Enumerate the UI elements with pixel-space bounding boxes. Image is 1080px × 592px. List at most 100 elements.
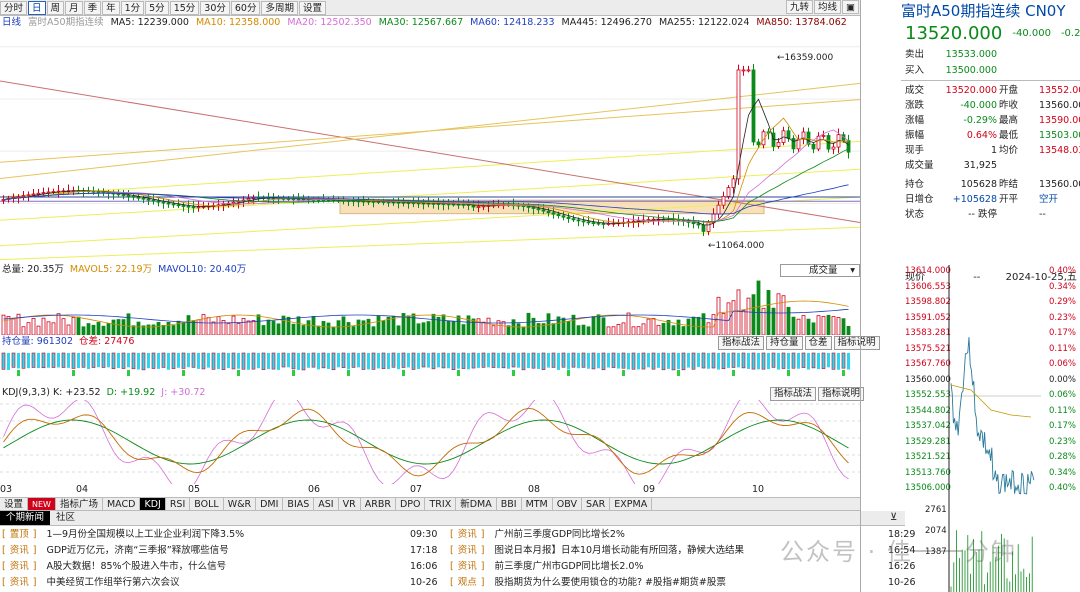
news-tab[interactable]: 社区 [56, 512, 76, 523]
indicator-tab[interactable]: BIAS [283, 498, 315, 510]
kdj-chart[interactable]: +119.5+92.46+65.44+37.19+10.17 [0, 400, 860, 484]
intraday-chart[interactable] [901, 265, 1041, 592]
new-badge[interactable]: NEW [28, 498, 56, 510]
period-tab[interactable]: 季 [83, 0, 102, 15]
oi-bar [167, 353, 170, 370]
period-tab[interactable]: 月 [65, 0, 83, 15]
volume-bar [431, 313, 436, 335]
period-tab[interactable]: 周 [46, 0, 65, 15]
indicator-tab[interactable]: TRIX [425, 498, 457, 510]
indicator-tab[interactable]: BOLL [190, 498, 224, 510]
volume-bar [376, 315, 381, 335]
oi-bar [217, 353, 220, 370]
oi-change-bar [677, 370, 680, 376]
indicator-tab[interactable]: ASI [314, 498, 339, 510]
news-tab[interactable]: 个期新闻 [0, 511, 51, 525]
mavol5: MAVOL5: 22.19万 [69, 264, 153, 275]
volume-info-bar: 总量: 20.35万 MAVOL5: 22.19万 MAVOL10: 20.40… [0, 263, 860, 277]
indicator-tab[interactable]: 指标广场 [56, 498, 103, 510]
period-tab[interactable]: 分时 [0, 0, 28, 15]
indicator-tab[interactable]: W&R [224, 498, 257, 510]
indicator-tab[interactable]: OBV [553, 498, 582, 510]
indicator-tab[interactable]: KDJ [140, 498, 166, 510]
oi-chart[interactable]: 1245273160475 [0, 349, 860, 384]
kdj-tool-button[interactable]: 指标说明 [818, 387, 865, 401]
oi-tool-button[interactable]: 指标说明 [833, 336, 880, 350]
volume-bar [351, 326, 356, 335]
chart-tool-button[interactable]: 均线 [814, 0, 842, 14]
panel-icon[interactable]: ▣ [842, 0, 859, 14]
indicator-tab[interactable]: DMI [256, 498, 284, 510]
news-item[interactable]: [资讯] A股大数据！85%个股进入牛市，什么信号 16:06 [2, 559, 442, 575]
volume-bar [486, 317, 491, 335]
news-item[interactable]: [观点] 股指期货为什么要使用锁仓的功能? #股指#期货#股票 10-26 [450, 575, 916, 591]
period-tab[interactable]: 30分 [200, 0, 230, 15]
volume-bar [261, 325, 266, 335]
news-item[interactable]: [资讯] 广州前三季度GDP同比增长2% 18:29 [450, 527, 915, 543]
oi-bar [547, 353, 550, 368]
oi-diff-bar [681, 352, 686, 371]
volume-bar [746, 297, 751, 335]
indicator-tab[interactable]: DPO [396, 498, 426, 510]
volume-bar [491, 325, 496, 335]
oi-bar [37, 353, 40, 369]
oi-bar [337, 353, 340, 368]
oi-bar [182, 353, 185, 369]
chart-tool-button[interactable]: 九转 [785, 0, 813, 14]
volume-chart[interactable]: 15461031515X1000 [0, 277, 860, 335]
period-tab[interactable]: 多周期 [261, 0, 298, 15]
volume-bar [346, 322, 351, 335]
kdj-tool-button[interactable]: 指标战法 [770, 387, 817, 401]
indicator-tab[interactable]: RSI [166, 498, 191, 510]
oi-tool-button[interactable]: 仓差 [804, 336, 832, 350]
news-item[interactable]: [资讯] 图说日本月报】日本10月增长动能有所回落，静候大选结果 16:54 [450, 543, 915, 559]
oi-tool-button[interactable]: 持仓量 [766, 336, 803, 350]
quote-row: 涨幅 -0.29%最高 13590.000 [861, 114, 1080, 128]
indicator-tab[interactable]: MACD [103, 498, 141, 510]
period-tab[interactable]: 5分 [145, 0, 169, 15]
indicator-tab[interactable]: BBI [497, 498, 522, 510]
indicator-tab[interactable]: ARBR [361, 498, 396, 510]
trend-line [0, 80, 860, 224]
candle-body [181, 205, 186, 207]
period-tab[interactable]: 日 [28, 0, 46, 15]
quote-label: 最低 [999, 130, 1019, 141]
news-item[interactable]: [置顶] 1—9月份全国规模以上工业企业利润下降3.5% 09:30 [2, 527, 442, 543]
period-tab[interactable]: 年 [102, 0, 120, 15]
news-item[interactable]: [资讯] 前三季度广州市GDP同比增长2.0% 16:26 [450, 559, 915, 575]
oi-bar [432, 353, 435, 369]
indicator-tab[interactable]: EXPMA [610, 498, 653, 510]
oi-bar [7, 353, 10, 370]
oi-diff-bar [451, 352, 456, 371]
oi-bar [12, 353, 15, 368]
collapse-icon[interactable]: ⊻ [890, 512, 898, 523]
oi-bar [517, 353, 520, 368]
quote-label: 成交 [905, 85, 925, 96]
indicator-tab[interactable]: SAR [582, 498, 611, 510]
news-time: 16:26 [888, 561, 916, 572]
period-tab[interactable]: 1分 [120, 0, 145, 15]
period-tab[interactable]: 15分 [169, 0, 200, 15]
oi-bar [747, 353, 750, 369]
kline-chart[interactable]: 16653.1615182.3313711.5012240.66←16359.0… [0, 30, 860, 262]
volume-dropdown[interactable]: 成交量 ▾ [780, 264, 860, 277]
oi-tool-button[interactable]: 指标战法 [718, 336, 765, 350]
indicator-tab[interactable]: 设置 [0, 498, 29, 510]
oi-bar [752, 353, 755, 370]
oi-bar [697, 353, 700, 368]
oi-bar [157, 353, 160, 369]
indicator-tab[interactable]: VR [339, 498, 361, 510]
period-tab[interactable]: 60分 [230, 0, 261, 15]
oi-bar [357, 353, 360, 368]
news-item[interactable]: [资讯] 中美经贸工作组举行第六次会议 10-26 [2, 575, 442, 591]
indicator-tab[interactable]: 新DMA [456, 498, 497, 510]
month-label: 05 [188, 484, 201, 495]
ma-line [3, 98, 849, 226]
oi-bar [582, 353, 585, 368]
quote-label: 开平 [999, 194, 1019, 205]
volume-bar [71, 317, 76, 335]
period-tab[interactable]: 设置 [298, 0, 326, 15]
indicator-tab[interactable]: MTM [522, 498, 553, 510]
volume-bar [801, 315, 806, 335]
news-item[interactable]: [资讯] GDP近万亿元，济南“三季报”释放哪些信号 17:18 [2, 543, 442, 559]
